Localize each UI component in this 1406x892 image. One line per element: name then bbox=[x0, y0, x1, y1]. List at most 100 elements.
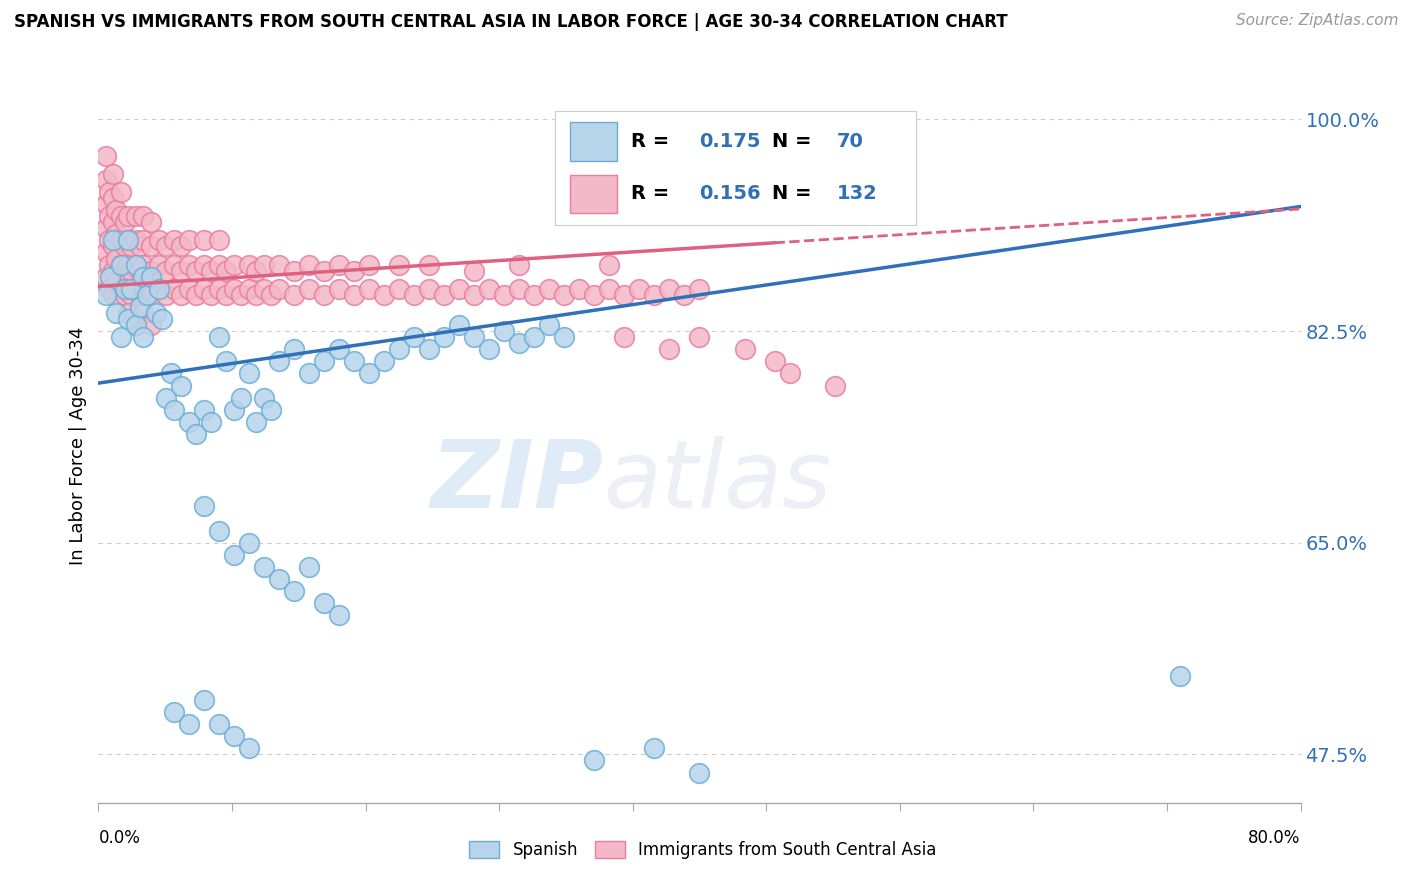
Point bbox=[125, 318, 148, 332]
Point bbox=[598, 282, 620, 296]
Point bbox=[613, 288, 636, 302]
Point bbox=[117, 258, 139, 272]
Point bbox=[135, 288, 157, 302]
Point bbox=[132, 330, 155, 344]
Point bbox=[177, 258, 200, 272]
Point bbox=[238, 258, 260, 272]
Point bbox=[245, 415, 267, 429]
Point bbox=[688, 282, 710, 296]
Point bbox=[1170, 669, 1192, 683]
Point bbox=[177, 717, 200, 731]
Point bbox=[132, 258, 155, 272]
Point bbox=[170, 378, 193, 392]
Point bbox=[193, 233, 215, 247]
Point bbox=[148, 282, 170, 296]
Point bbox=[200, 415, 222, 429]
Point bbox=[94, 288, 117, 302]
Point bbox=[97, 209, 120, 223]
Point bbox=[267, 354, 290, 368]
Text: Source: ZipAtlas.com: Source: ZipAtlas.com bbox=[1236, 13, 1399, 29]
Point bbox=[245, 263, 267, 277]
Point bbox=[129, 239, 152, 253]
Point bbox=[283, 584, 305, 599]
Point bbox=[132, 269, 155, 284]
Point bbox=[94, 173, 117, 187]
Point bbox=[628, 282, 651, 296]
Point bbox=[148, 258, 170, 272]
Point bbox=[231, 391, 253, 405]
Point bbox=[373, 288, 395, 302]
Point bbox=[103, 191, 125, 205]
Point bbox=[162, 705, 184, 719]
Point bbox=[139, 239, 162, 253]
Point bbox=[673, 288, 696, 302]
Point bbox=[253, 282, 276, 296]
Point bbox=[162, 282, 184, 296]
Point bbox=[643, 741, 665, 756]
Point bbox=[177, 415, 200, 429]
Point bbox=[110, 185, 132, 199]
Point bbox=[357, 282, 380, 296]
Text: atlas: atlas bbox=[603, 436, 831, 527]
Point bbox=[117, 233, 139, 247]
Point bbox=[343, 354, 366, 368]
Point bbox=[238, 367, 260, 381]
Point bbox=[357, 258, 380, 272]
Point bbox=[155, 263, 177, 277]
Point bbox=[283, 263, 305, 277]
Point bbox=[177, 233, 200, 247]
Point bbox=[132, 282, 155, 296]
Point bbox=[105, 252, 128, 266]
Point bbox=[193, 258, 215, 272]
Point bbox=[103, 233, 125, 247]
Point bbox=[121, 263, 143, 277]
Point bbox=[94, 245, 117, 260]
Point bbox=[110, 233, 132, 247]
Point bbox=[103, 239, 125, 253]
Point bbox=[114, 263, 136, 277]
Point bbox=[193, 402, 215, 417]
Point bbox=[117, 209, 139, 223]
Point bbox=[215, 288, 238, 302]
Point bbox=[312, 354, 335, 368]
Point bbox=[253, 391, 276, 405]
Point bbox=[132, 306, 155, 320]
Point bbox=[148, 233, 170, 247]
Point bbox=[418, 258, 440, 272]
Point bbox=[170, 239, 193, 253]
Point bbox=[568, 282, 591, 296]
Point bbox=[193, 282, 215, 296]
Point bbox=[103, 263, 125, 277]
Point bbox=[97, 233, 120, 247]
Point bbox=[658, 282, 681, 296]
Point bbox=[170, 263, 193, 277]
Point bbox=[215, 263, 238, 277]
Point bbox=[94, 197, 117, 211]
Point bbox=[193, 500, 215, 514]
Point bbox=[117, 312, 139, 326]
Point bbox=[215, 354, 238, 368]
Point bbox=[418, 282, 440, 296]
Point bbox=[388, 258, 411, 272]
Point bbox=[598, 258, 620, 272]
Point bbox=[208, 524, 231, 538]
Text: 0.0%: 0.0% bbox=[98, 829, 141, 847]
Point bbox=[97, 185, 120, 199]
Point bbox=[148, 282, 170, 296]
Point bbox=[267, 282, 290, 296]
Point bbox=[105, 276, 128, 290]
Point bbox=[478, 343, 501, 357]
Point bbox=[553, 330, 575, 344]
Point bbox=[688, 330, 710, 344]
Point bbox=[208, 258, 231, 272]
Point bbox=[328, 343, 350, 357]
Point bbox=[508, 258, 530, 272]
Legend: Spanish, Immigrants from South Central Asia: Spanish, Immigrants from South Central A… bbox=[463, 834, 943, 866]
Point bbox=[298, 282, 321, 296]
Point bbox=[508, 282, 530, 296]
Point bbox=[132, 233, 155, 247]
Point bbox=[553, 288, 575, 302]
Point bbox=[238, 282, 260, 296]
Point bbox=[114, 282, 136, 296]
Point bbox=[145, 306, 167, 320]
